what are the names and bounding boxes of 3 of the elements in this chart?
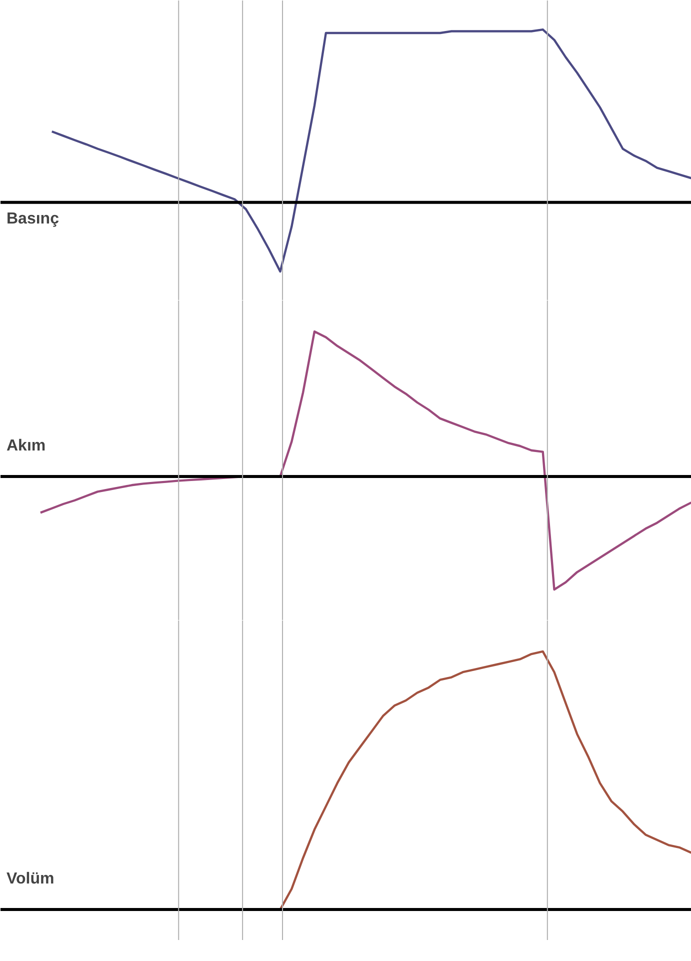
y-axis-title: Volüm: [6, 870, 54, 888]
y-axis-title: Akım: [6, 437, 46, 454]
y-axis-title: Basınç: [6, 210, 60, 228]
